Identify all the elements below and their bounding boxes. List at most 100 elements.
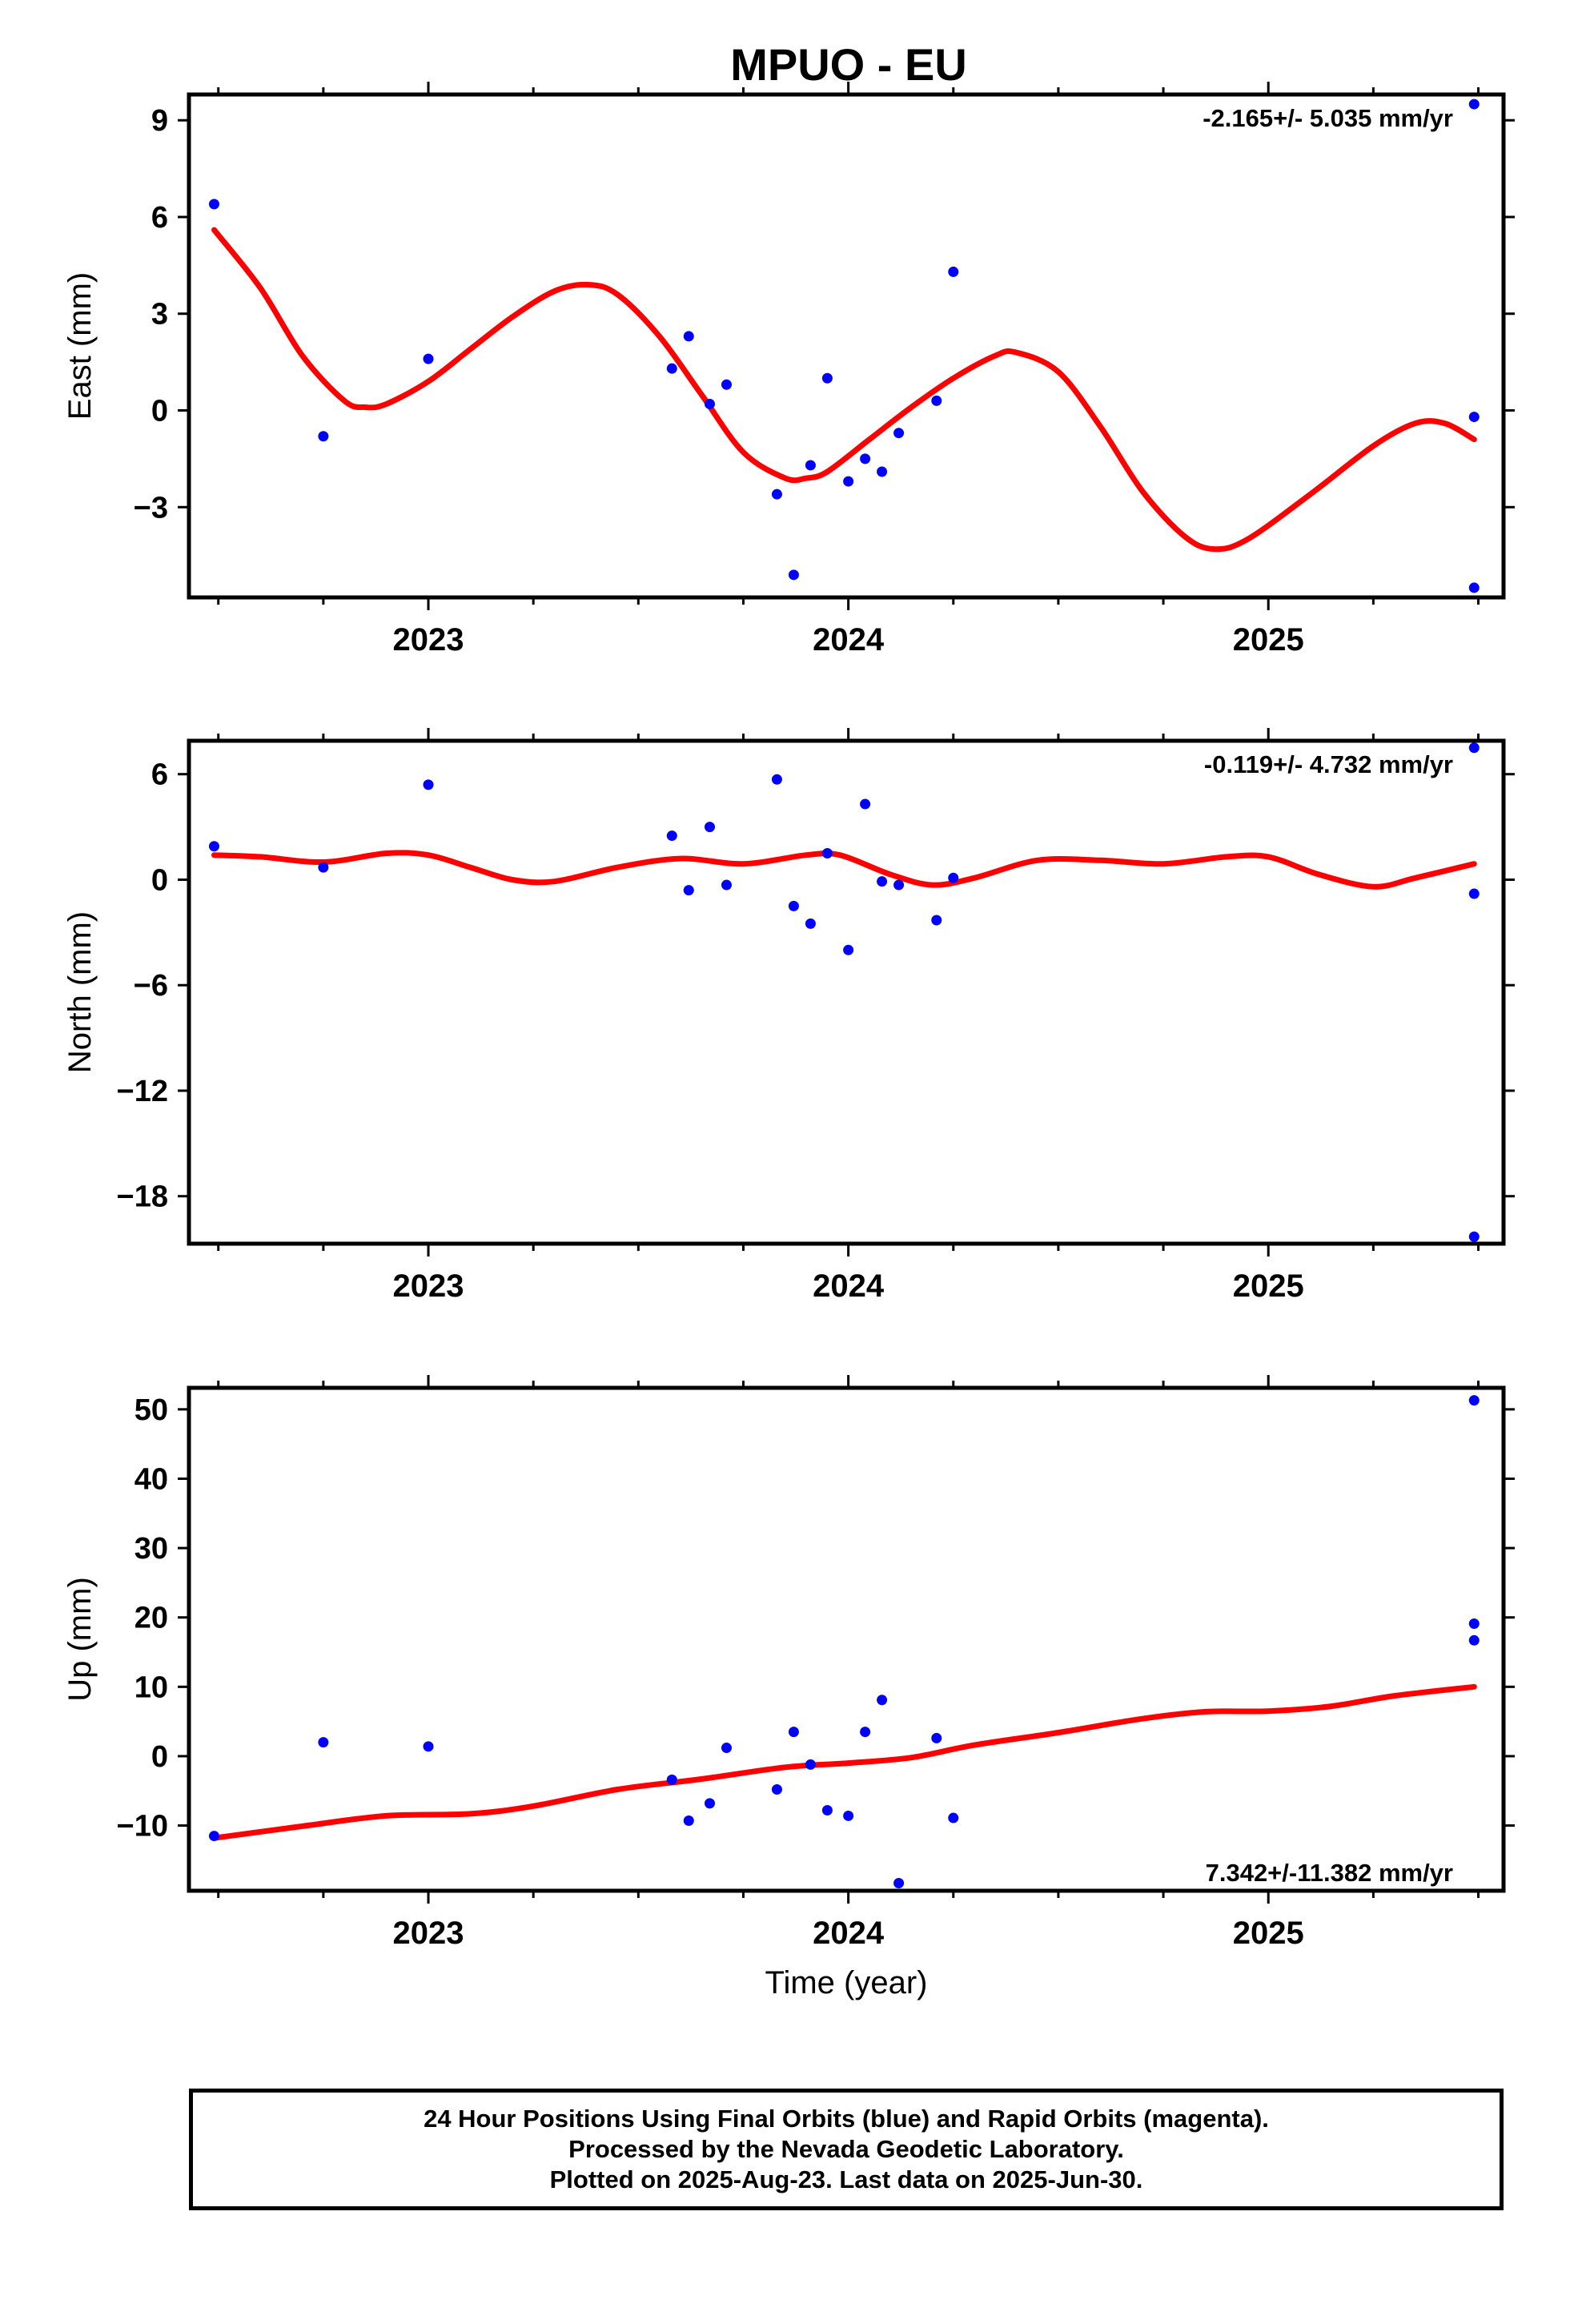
footer-line-2: Processed by the Nevada Geodetic Laborat…: [568, 2135, 1124, 2163]
north-data-point: [683, 885, 694, 896]
east-ytick-label: 9: [151, 104, 168, 138]
east-data-point: [931, 395, 942, 406]
up-ytick-label: 50: [135, 1393, 168, 1427]
north-data-point: [877, 876, 888, 887]
up-data-point: [1468, 1634, 1480, 1646]
north-data-point: [843, 944, 854, 955]
footer-line-1: 24 Hour Positions Using Final Orbits (bl…: [424, 2105, 1269, 2133]
east-data-point: [1468, 412, 1480, 423]
up-data-point: [683, 1815, 694, 1827]
up-data-point: [318, 1737, 329, 1748]
east-data-point: [805, 460, 816, 471]
up-data-point: [931, 1732, 942, 1743]
north-ytick-label: 0: [151, 863, 168, 897]
north-data-point: [1468, 888, 1480, 899]
up-data-point: [705, 1798, 716, 1809]
north-xtick-label: 2023: [393, 1269, 464, 1304]
up-data-point: [860, 1727, 871, 1738]
north-data-point: [208, 841, 219, 852]
north-ytick-label: −18: [117, 1180, 168, 1214]
north-xtick-label: 2025: [1233, 1269, 1304, 1304]
up-data-point: [208, 1831, 219, 1842]
east-data-point: [1468, 582, 1480, 593]
north-data-point: [721, 879, 732, 891]
east-rate-label: -2.165+/- 5.035 mm/yr: [1203, 104, 1453, 132]
north-ytick-label: 6: [151, 758, 168, 792]
up-ytick-label: −10: [117, 1810, 168, 1844]
north-panel: 6 0 −6 −12 −18 2023 2024 2025 North (mm) -0.119+/…: [62, 728, 1515, 1304]
footer-line-3: Plotted on 2025-Aug-23. Last data on 202…: [549, 2165, 1143, 2193]
north-data-point: [771, 774, 782, 785]
east-xtick-label: 2024: [813, 622, 885, 657]
up-ytick-label: 20: [135, 1602, 168, 1635]
east-data-point: [705, 398, 716, 409]
east-data-point: [877, 466, 888, 477]
east-xtick-label: 2023: [393, 622, 464, 657]
up-data-point: [666, 1774, 677, 1785]
east-xtick-label: 2025: [1233, 622, 1304, 657]
east-data-point: [771, 489, 782, 500]
east-y-axis-label: East (mm): [62, 272, 98, 420]
north-data-point: [931, 915, 942, 926]
north-data-point: [705, 822, 716, 833]
up-data-point: [948, 1812, 959, 1823]
up-model-curve: [211, 1683, 1477, 1841]
east-data-point: [788, 569, 799, 581]
east-ytick-label: 0: [151, 395, 168, 428]
up-data-point: [1468, 1395, 1480, 1406]
north-data-point: [423, 779, 434, 790]
up-ytick-label: 0: [151, 1740, 168, 1774]
north-data-point: [821, 848, 833, 859]
east-data-point: [208, 199, 219, 210]
east-model-curve: [211, 227, 1477, 553]
up-ytick-label: 10: [135, 1671, 168, 1704]
east-data-point: [666, 363, 677, 374]
up-data-point: [893, 1877, 905, 1888]
north-data-point: [948, 872, 959, 883]
up-data-point: [805, 1759, 816, 1770]
north-xtick-label: 2024: [813, 1269, 885, 1304]
up-data-point: [788, 1727, 799, 1738]
up-ytick-label: 30: [135, 1532, 168, 1566]
up-plot-area: [208, 1395, 1480, 1888]
east-data-point: [423, 353, 434, 364]
up-panel: 50 40 30 20 10 0 −10 2023 2024 2025 Up (mm) Time (y…: [62, 1375, 1515, 2000]
east-panel: 9 6 3 0 −3 2023 2024 2025 East (mm) -2.165+/- 5.0…: [62, 82, 1515, 657]
up-x-axis-label: Time (year): [765, 1965, 928, 2000]
up-ytick-label: 40: [135, 1462, 168, 1496]
north-y-axis-label: North (mm): [62, 911, 98, 1073]
up-xtick-label: 2023: [393, 1916, 464, 1951]
up-y-axis-label: Up (mm): [62, 1577, 98, 1702]
north-data-point: [893, 879, 905, 891]
east-data-point: [821, 372, 833, 384]
east-plot-frame: [187, 92, 1506, 600]
east-data-point: [860, 453, 871, 464]
north-data-point: [860, 798, 871, 810]
north-data-point: [805, 918, 816, 929]
east-data-point: [948, 266, 959, 277]
up-data-point: [771, 1784, 782, 1795]
north-model-curve: [211, 850, 1477, 890]
up-rate-label: 7.342+/-11.382 mm/yr: [1206, 1859, 1453, 1887]
up-data-point: [877, 1695, 888, 1706]
east-data-point: [721, 379, 732, 390]
up-data-point: [843, 1810, 854, 1821]
east-ytick-label: 3: [151, 298, 168, 332]
east-data-point: [318, 431, 329, 442]
up-plot-frame: [187, 1385, 1506, 1893]
up-xtick-label: 2025: [1233, 1916, 1304, 1951]
figure-title: MPUO - EU: [730, 39, 967, 90]
east-data-point: [893, 428, 905, 439]
up-data-point: [1468, 1618, 1480, 1630]
up-xtick-label: 2024: [813, 1916, 885, 1951]
north-plot-frame: [187, 738, 1506, 1246]
up-data-point: [721, 1743, 732, 1754]
north-data-point: [666, 830, 677, 842]
north-data-point: [1468, 742, 1480, 754]
north-data-point: [318, 862, 329, 873]
up-data-point: [423, 1741, 434, 1752]
up-data-point: [821, 1805, 833, 1816]
east-data-point: [1468, 99, 1480, 110]
north-data-point: [1468, 1231, 1480, 1242]
